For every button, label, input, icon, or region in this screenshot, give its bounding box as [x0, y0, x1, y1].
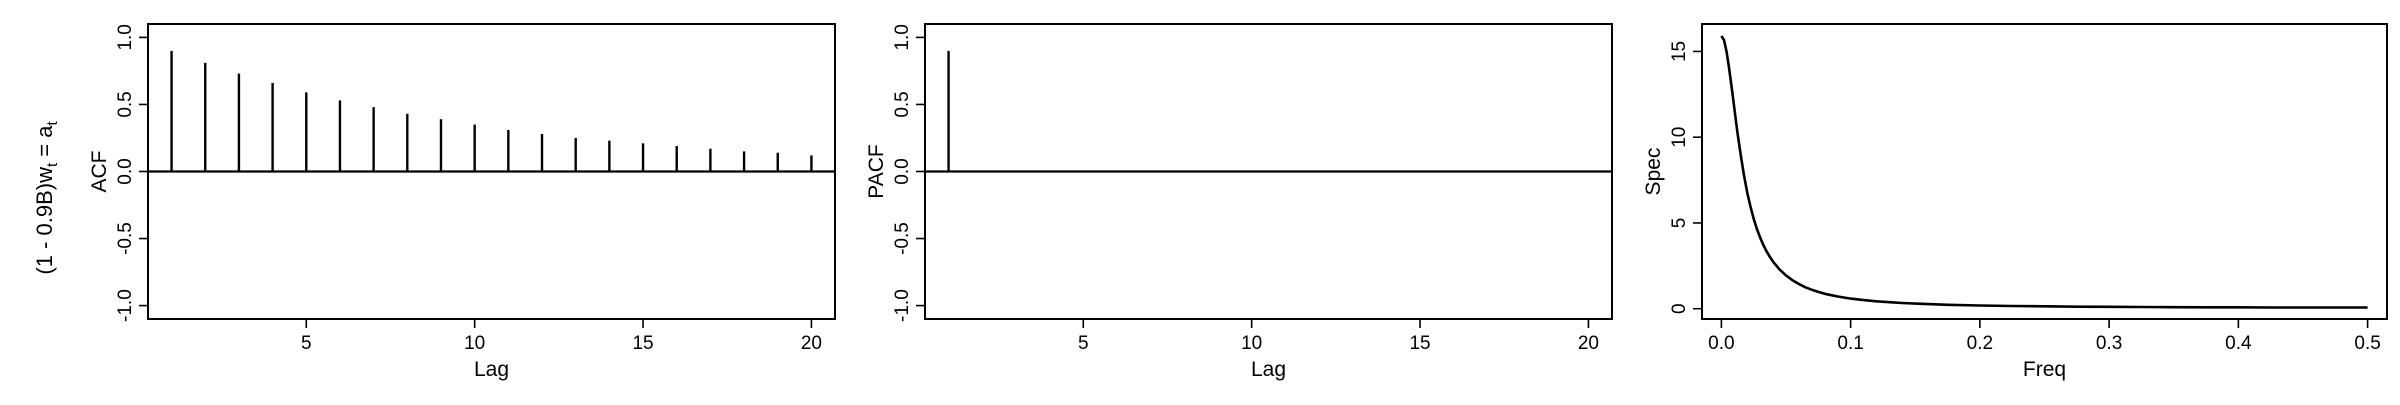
- spec-xtick-label: 0.1: [1837, 333, 1863, 354]
- spectrum-panel: 0.0 0.1 0.2 0.3 0.4 0.5 0 5 10 15 Freq Spec: [1642, 23, 2388, 381]
- pacf-y-axis-title: PACF: [865, 144, 888, 198]
- spec-y-axis-title: Spec: [1642, 148, 1665, 196]
- acf-ytick-label: 0.0: [115, 158, 136, 184]
- acf-xtick-label: 5: [301, 333, 312, 354]
- spec-xtick-label: 0.2: [1967, 333, 1993, 354]
- acf-panel: 5 10 15 20 -1.0 -0.5 0.0 0.5 1.0 Lag ACF: [88, 23, 836, 381]
- pacf-panel: 5 10 15 20 -1.0 -0.5 0.0 0.5 1.0 Lag PACF: [865, 23, 1613, 381]
- model-equation-subscript: t: [44, 162, 61, 167]
- spec-ytick-label: 10: [1669, 127, 1690, 148]
- pacf-ytick-label: 1.0: [892, 24, 913, 50]
- spec-xtick-label: 0.5: [2354, 333, 2380, 354]
- spec-ytick-label: 5: [1669, 218, 1690, 229]
- pacf-xtick-label: 10: [1241, 333, 1262, 354]
- pacf-ytick-label: 0.0: [892, 158, 913, 184]
- spec-x-axis-title: Freq: [2023, 358, 2066, 381]
- acf-xtick-label: 10: [464, 333, 485, 354]
- model-equation-main: (1 - 0.9B)w: [32, 167, 57, 275]
- model-equation: (1 - 0.9B)wt = at: [32, 121, 61, 275]
- model-equation-subscript-2: t: [44, 121, 61, 126]
- model-equation-rhs: = a: [32, 125, 57, 163]
- spec-ytick-label: 15: [1669, 41, 1690, 62]
- pacf-x-axis-title: Lag: [1251, 358, 1286, 381]
- pacf-xtick-label: 5: [1078, 333, 1089, 354]
- acf-xtick-label: 15: [632, 333, 653, 354]
- row-label-svg: (1 - 0.9B)wt = at: [32, 121, 61, 275]
- pacf-ytick-label: 0.5: [892, 91, 913, 117]
- acf-xtick-label: 20: [801, 333, 822, 354]
- spec-spectrum-line: [1720, 35, 2368, 309]
- acf-ytick-label: -1.0: [115, 289, 136, 322]
- acf-x-axis-title: Lag: [474, 358, 509, 381]
- spec-xtick-label: 0.0: [1708, 333, 1734, 354]
- row-label: (1 - 0.9B)wt = at: [22, 0, 62, 400]
- acf-ytick-label: -0.5: [115, 222, 136, 255]
- acf-ytick-label: 0.5: [115, 91, 136, 117]
- pacf-ytick-label: -0.5: [892, 222, 913, 255]
- acf-y-axis-title: ACF: [88, 151, 111, 193]
- spec-plot-frame: [1701, 23, 2388, 320]
- spec-xtick-label: 0.3: [2096, 333, 2122, 354]
- pacf-xtick-label: 15: [1409, 333, 1430, 354]
- spec-xtick-label: 0.4: [2225, 333, 2252, 354]
- spec-ytick-label: 0: [1669, 303, 1690, 314]
- pacf-xtick-label: 20: [1578, 333, 1599, 354]
- acf-ytick-label: 1.0: [115, 24, 136, 50]
- pacf-ytick-label: -1.0: [892, 289, 913, 322]
